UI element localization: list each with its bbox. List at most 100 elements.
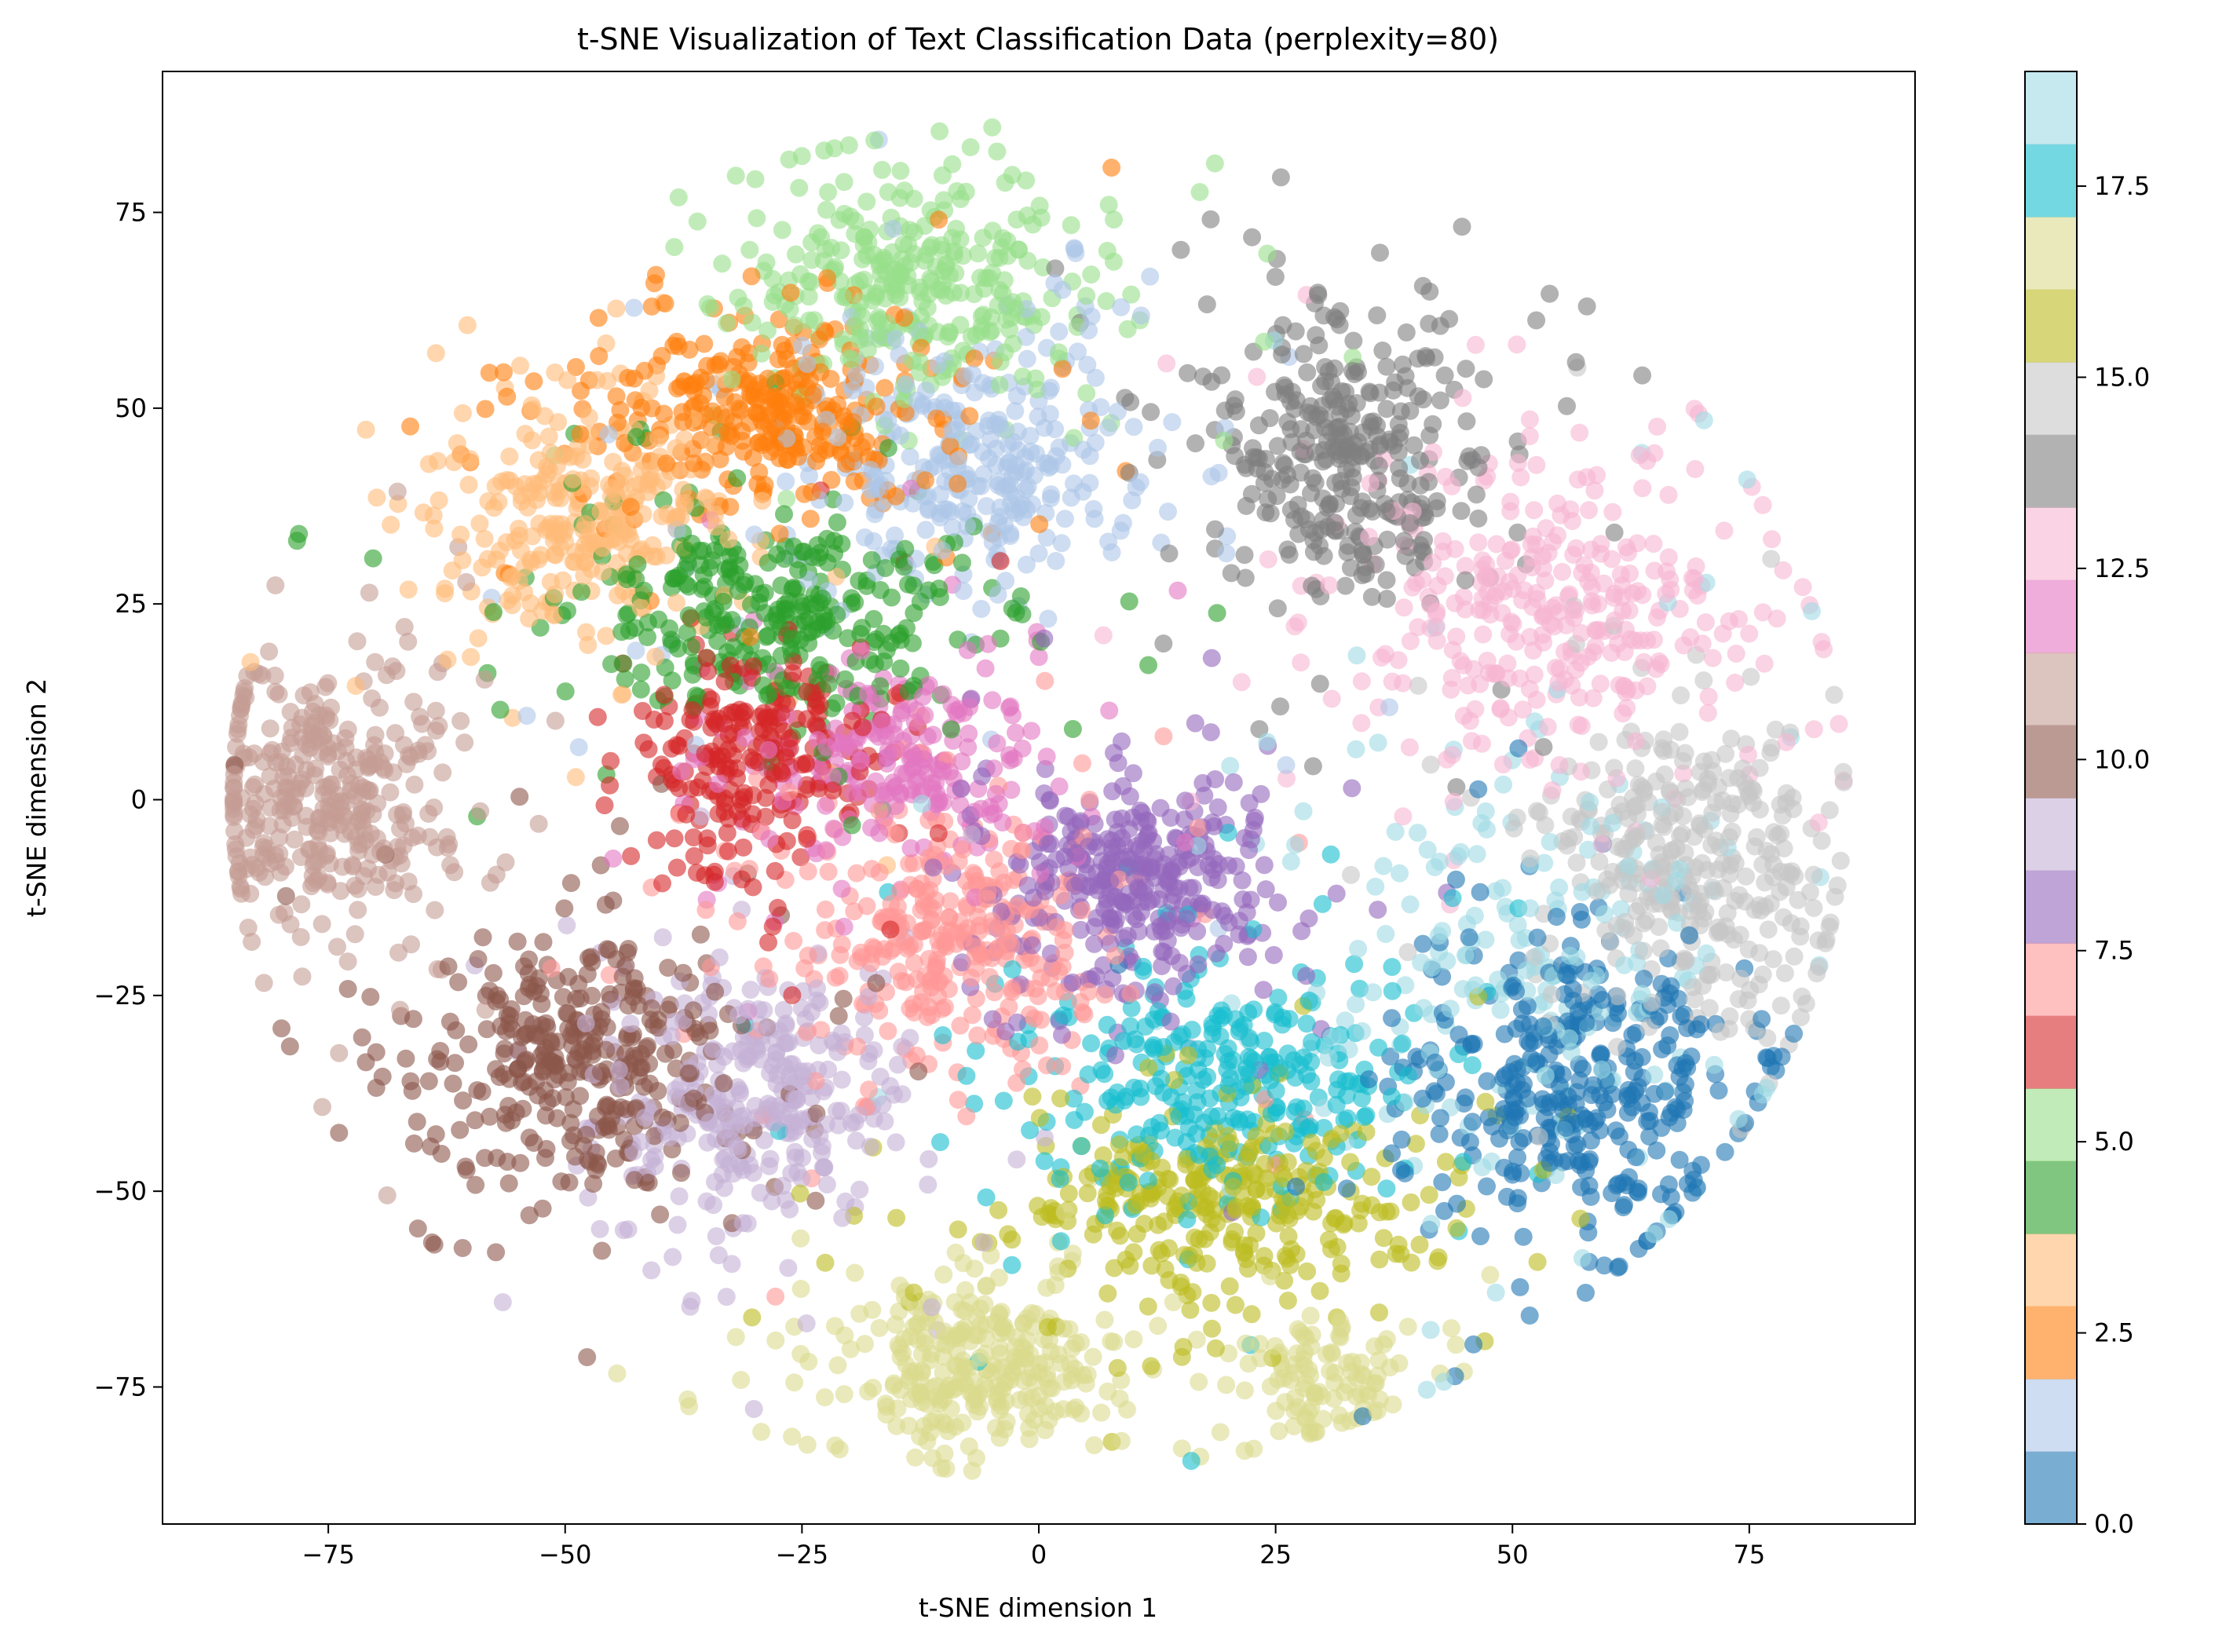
data-point (1319, 1048, 1338, 1067)
data-point (839, 136, 858, 155)
data-point (1377, 571, 1396, 590)
data-point (1737, 867, 1756, 886)
data-point (316, 678, 335, 696)
data-point (1268, 599, 1287, 618)
data-point (1775, 964, 1794, 982)
data-point (1078, 356, 1097, 375)
data-point (1086, 368, 1105, 387)
data-point (1750, 758, 1769, 777)
data-point (1131, 306, 1150, 325)
data-point (1369, 733, 1387, 752)
data-point (579, 636, 598, 654)
data-point (1371, 243, 1389, 262)
data-point (1055, 1319, 1073, 1338)
data-point (1653, 1040, 1672, 1058)
data-point (1525, 501, 1544, 520)
data-point (1398, 1066, 1417, 1085)
data-point (388, 482, 407, 501)
data-point (1274, 316, 1292, 334)
data-point (1050, 438, 1069, 457)
scatter-points (225, 118, 1853, 1480)
data-point (1739, 940, 1758, 959)
data-point (1767, 609, 1786, 628)
data-point (1281, 852, 1300, 871)
data-point (1095, 1310, 1114, 1329)
data-point (1373, 342, 1392, 360)
data-point (949, 1220, 967, 1239)
data-point (1720, 612, 1738, 630)
data-point (579, 408, 598, 426)
data-point (1352, 672, 1371, 691)
data-point (774, 1000, 793, 1019)
data-point (1456, 946, 1475, 965)
data-point (696, 901, 715, 919)
data-point (1573, 1248, 1592, 1267)
data-point (655, 758, 674, 777)
data-point (758, 554, 777, 572)
data-point (1566, 539, 1585, 557)
data-point (1393, 1034, 1412, 1053)
data-point (457, 572, 476, 591)
data-point (974, 1234, 993, 1252)
data-point (740, 240, 759, 259)
data-point (1686, 459, 1705, 478)
data-point (752, 1423, 771, 1442)
data-point (656, 546, 675, 565)
data-point (1487, 535, 1506, 554)
data-point (1344, 331, 1363, 350)
data-point (1124, 418, 1143, 437)
data-point (718, 842, 737, 861)
data-point (1535, 853, 1554, 872)
data-point (1190, 1372, 1208, 1391)
data-point (1369, 901, 1387, 919)
data-point (1154, 727, 1173, 746)
data-point (1248, 367, 1266, 386)
data-point (951, 190, 970, 208)
data-point (1809, 813, 1828, 832)
data-point (619, 1220, 638, 1239)
data-point (1431, 1109, 1449, 1128)
data-point (1674, 636, 1693, 655)
data-point (1082, 265, 1101, 284)
data-point (345, 925, 364, 944)
data-point (1233, 871, 1252, 890)
data-point (1376, 925, 1395, 943)
data-point (806, 1191, 825, 1210)
data-point (616, 670, 634, 689)
data-point (779, 1259, 798, 1277)
data-point (546, 711, 565, 730)
data-point (1055, 510, 1074, 528)
data-point (941, 892, 959, 911)
data-point (1349, 1214, 1368, 1233)
data-point (554, 988, 572, 1007)
data-point (487, 865, 506, 884)
data-point (413, 715, 431, 733)
data-point (1239, 1003, 1258, 1022)
data-point (1182, 1452, 1201, 1471)
data-point (1579, 840, 1597, 859)
data-point (634, 702, 652, 720)
data-point (744, 448, 762, 467)
data-point (811, 660, 830, 679)
data-point (444, 453, 463, 472)
data-point (1077, 384, 1096, 403)
data-point (1186, 434, 1204, 453)
data-point (835, 917, 853, 936)
data-point (1478, 652, 1497, 670)
data-point (1659, 548, 1678, 567)
data-point (1562, 807, 1581, 826)
data-point (1258, 244, 1277, 263)
data-point (1242, 484, 1261, 503)
data-point (601, 776, 620, 795)
data-point (828, 513, 846, 532)
data-point (1374, 857, 1393, 875)
data-point (386, 724, 404, 743)
data-point (791, 1229, 810, 1248)
data-point (1541, 284, 1559, 303)
data-point (521, 594, 540, 612)
data-point (1266, 268, 1285, 287)
data-point (1530, 1128, 1548, 1146)
data-point (261, 719, 280, 738)
data-point (826, 1436, 845, 1455)
data-point (1434, 532, 1453, 550)
